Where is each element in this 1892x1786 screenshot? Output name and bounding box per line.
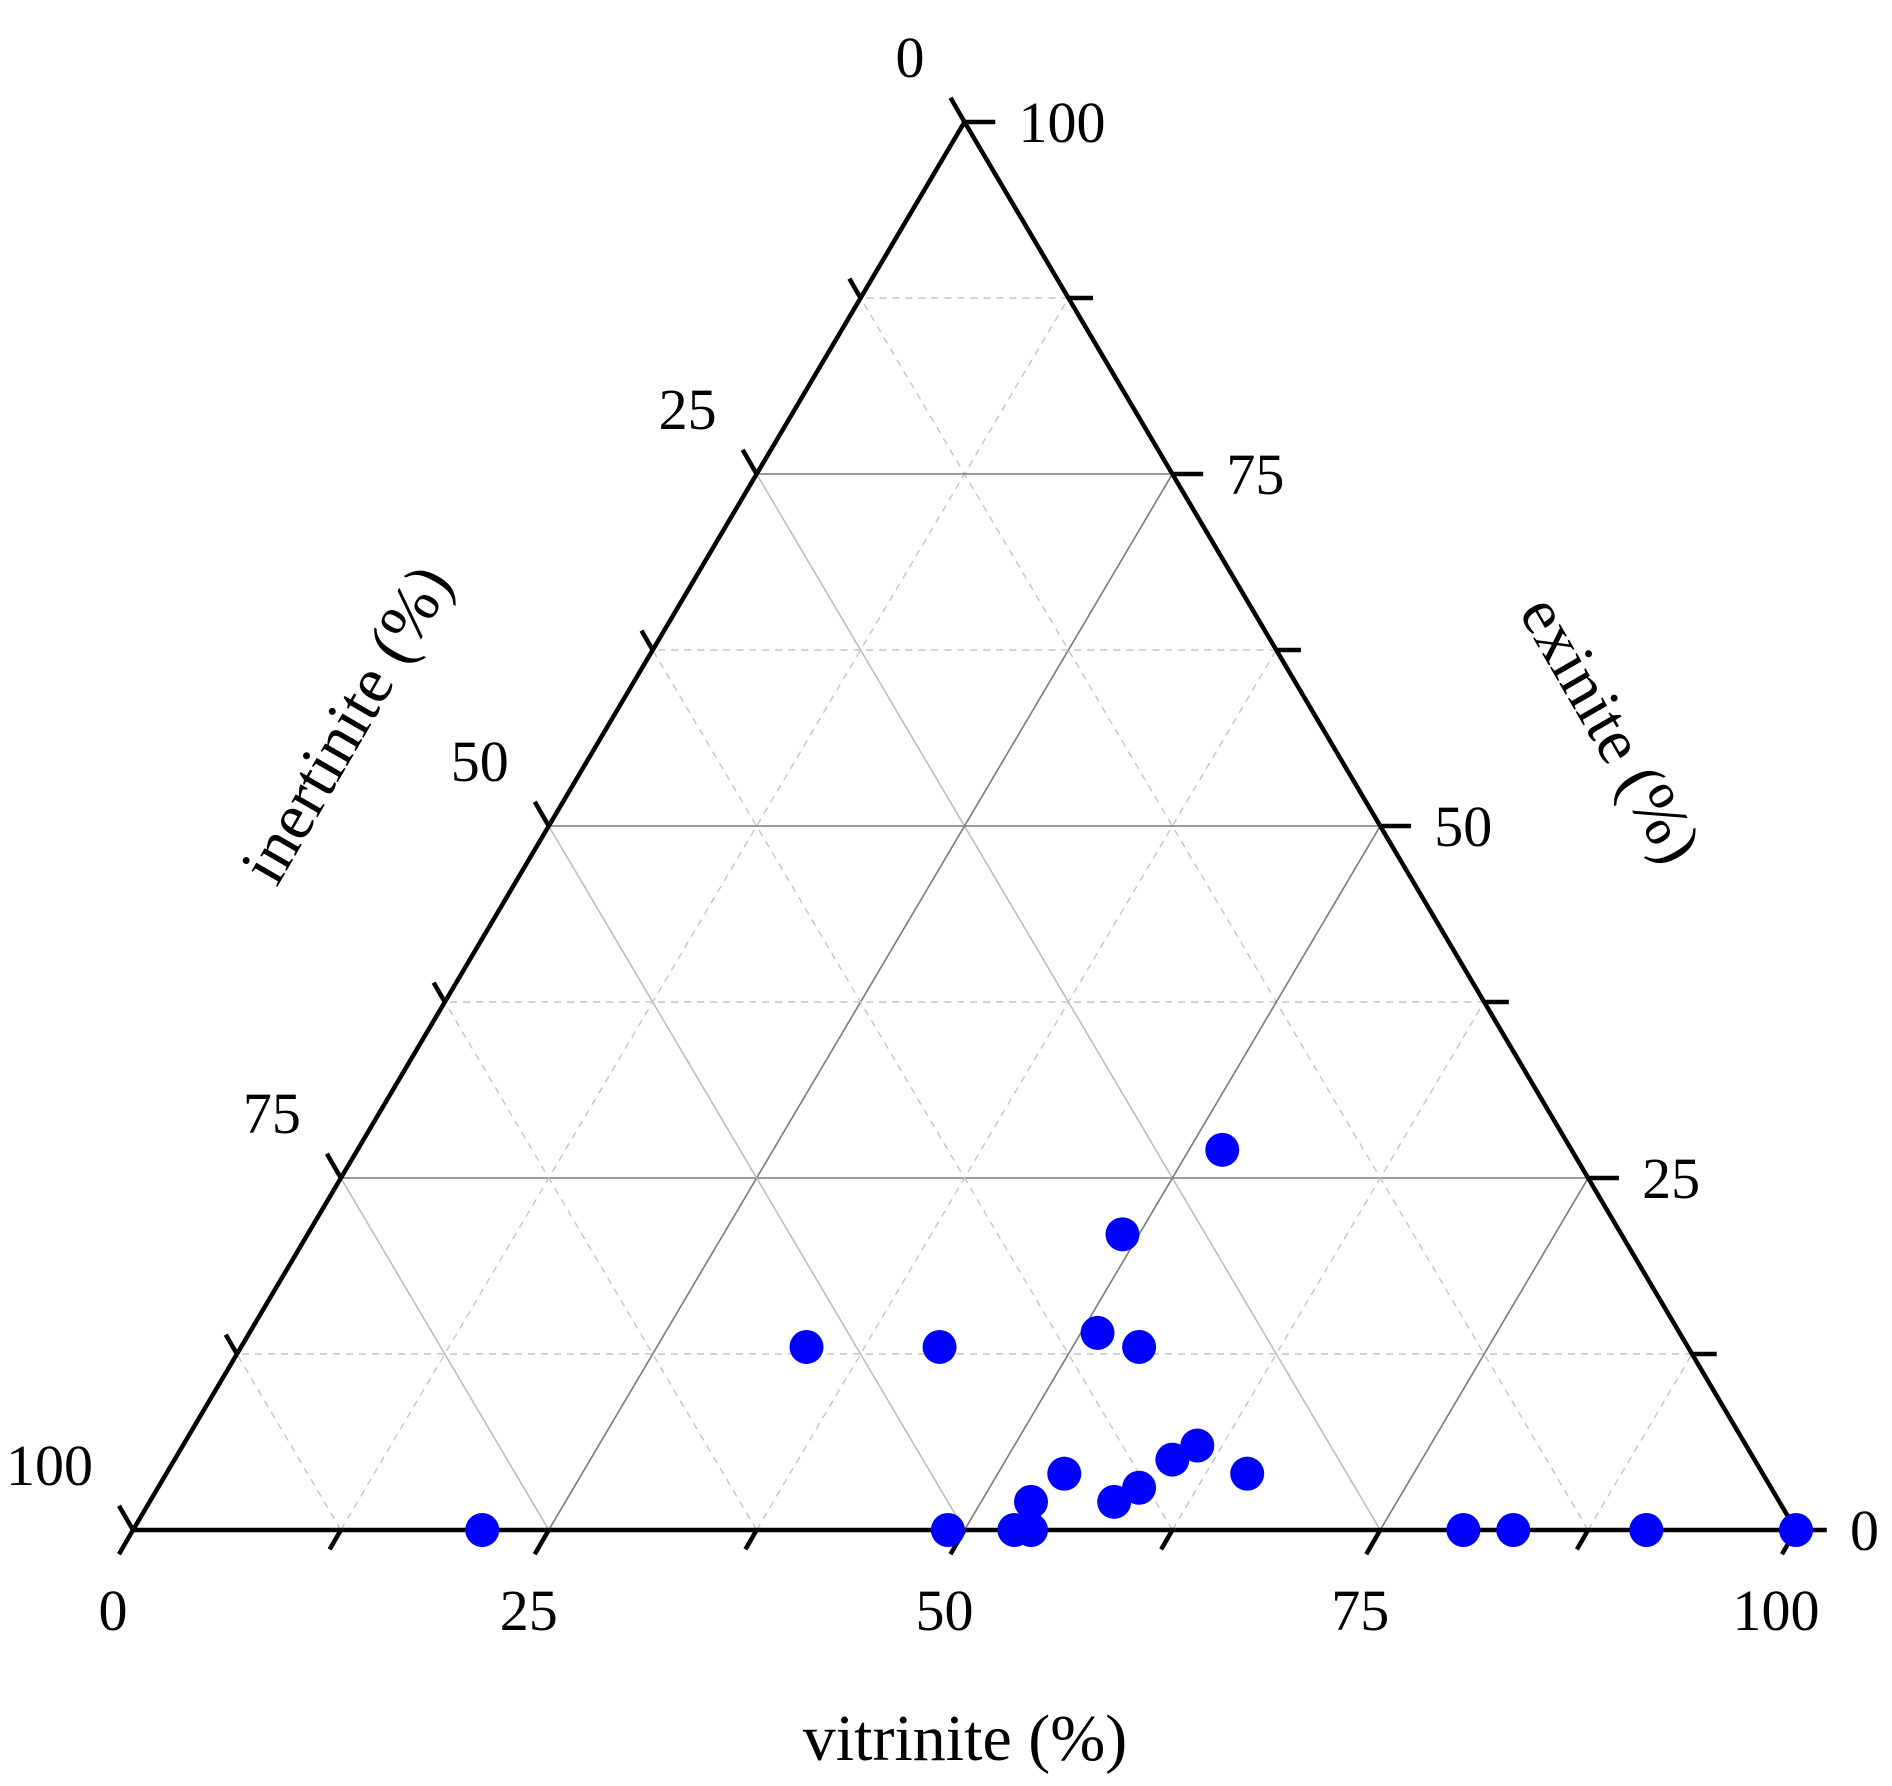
vitrinite-tick-62.5: [1159, 1528, 1175, 1551]
data-point-3: [1014, 1513, 1049, 1547]
data-point-18: [1122, 1329, 1157, 1364]
grid-line-vitrinite-37.5: [756, 649, 1277, 1531]
inertinite-axis-label: inertinite (%): [226, 553, 466, 896]
exinite-axis-label: exinite (%): [1505, 583, 1716, 875]
inertinite-tick-87.5: [223, 1333, 239, 1356]
data-point-16: [922, 1329, 957, 1364]
grid-line-inertinite-37.5: [652, 649, 1173, 1531]
grid-line-vitrinite-50: [963, 825, 1381, 1531]
vitrinite-tick-label-25: 25: [500, 1578, 558, 1643]
inertinite-tick-label-0: 0: [896, 25, 925, 90]
grid-line-inertinite-87.5: [236, 1353, 342, 1531]
data-point-7: [1779, 1513, 1813, 1547]
inertinite-tick-25: [740, 448, 759, 476]
exinite-tick-label-50: 50: [1434, 794, 1492, 859]
grid-line-inertinite-50: [548, 825, 966, 1531]
data-point-14: [1230, 1456, 1265, 1491]
exinite-tick-label-100: 100: [1019, 90, 1106, 155]
data-point-6: [1629, 1513, 1664, 1547]
data-point-20: [1205, 1132, 1240, 1167]
data-point-0: [465, 1513, 500, 1547]
inertinite-tick-50: [532, 800, 551, 828]
tick-labels: 0 25 50 75 100 0 25 50 75 100 0 25 50 75 100: [6, 25, 1879, 1643]
data-points: [465, 1132, 1813, 1547]
grid-line-inertinite-62.5: [444, 1001, 758, 1531]
vitrinite-tick-37.5: [743, 1528, 759, 1551]
inertinite-tick-62.5: [431, 981, 447, 1004]
vitrinite-tick-label-100: 100: [1733, 1578, 1820, 1643]
grid-layer: [236, 297, 1693, 1531]
vitrinite-tick-75: [1364, 1528, 1383, 1556]
inertinite-tick-100: [117, 1504, 135, 1532]
data-point-15: [789, 1329, 824, 1364]
data-point-11: [1122, 1470, 1157, 1505]
data-point-8: [1014, 1484, 1049, 1519]
grid-line-vitrinite-87.5: [1587, 1353, 1693, 1531]
inertinite-tick-label-50: 50: [451, 729, 509, 794]
grid-line-inertinite-75: [340, 1177, 550, 1531]
exinite-tick-label-25: 25: [1642, 1146, 1700, 1211]
inertinite-tick-0: [948, 96, 967, 124]
data-point-19: [1105, 1217, 1140, 1252]
data-point-4: [1446, 1513, 1481, 1547]
vitrinite-tick-label-0: 0: [99, 1578, 128, 1643]
data-point-5: [1496, 1513, 1531, 1547]
grid-line-vitrinite-75: [1379, 1177, 1589, 1531]
tick-marks: [117, 96, 1827, 1556]
inertinite-tick-label-25: 25: [659, 377, 717, 442]
grid-line-inertinite-12.5: [859, 297, 1589, 1531]
data-point-13: [1180, 1428, 1215, 1463]
vitrinite-axis-label: vitrinite (%): [803, 1702, 1127, 1775]
grid-line-vitrinite-12.5: [340, 297, 1070, 1531]
inertinite-tick-37.5: [639, 629, 655, 652]
grid-line-vitrinite-62.5: [1171, 1001, 1485, 1531]
data-point-1: [930, 1513, 965, 1547]
exinite-tick-label-0: 0: [1850, 1498, 1879, 1563]
inertinite-tick-12.5: [847, 277, 863, 300]
inertinite-tick-75: [324, 1152, 343, 1180]
data-point-17: [1080, 1315, 1115, 1350]
data-point-12: [1155, 1442, 1190, 1477]
inertinite-tick-label-100: 100: [6, 1433, 93, 1498]
vitrinite-tick-25: [532, 1528, 551, 1556]
vitrinite-tick-12.5: [327, 1528, 343, 1551]
vitrinite-tick-label-75: 75: [1331, 1578, 1389, 1643]
inertinite-tick-label-75: 75: [243, 1081, 301, 1146]
vitrinite-tick-label-50: 50: [916, 1578, 974, 1643]
exinite-tick-label-75: 75: [1226, 442, 1284, 507]
data-point-10: [1097, 1484, 1132, 1519]
vitrinite-tick-0: [117, 1528, 135, 1556]
vitrinite-tick-87.5: [1574, 1528, 1591, 1551]
data-point-9: [1047, 1456, 1082, 1491]
